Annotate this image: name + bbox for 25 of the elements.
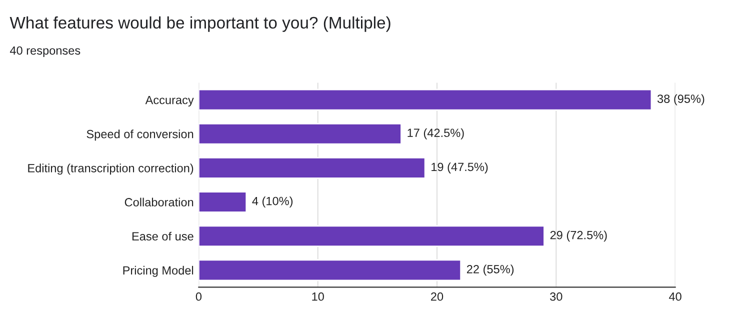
y-tick-label: Accuracy: [145, 96, 194, 107]
y-tick-label: Collaboration: [124, 198, 194, 206]
x-tick-label: 40: [668, 292, 682, 301]
data-label: 4 (10%): [252, 196, 293, 208]
bar: [198, 191, 248, 213]
y-tick-label: Speed of conversion: [86, 130, 194, 141]
bar: [198, 225, 545, 248]
data-label: 22 (55%): [466, 264, 514, 276]
chart-title: What features would be important to you? (Multiple): [10, 16, 390, 32]
text: 40 responses: [10, 46, 80, 58]
data-label: 29 (72.5%): [550, 230, 607, 242]
bar: [198, 157, 426, 179]
x-tick-label: 20: [431, 292, 444, 301]
y-tick-label: Ease of use: [132, 232, 194, 240]
data-label: 19 (47.5%): [432, 162, 488, 174]
x-tick-label: 30: [550, 292, 562, 301]
x-tick-label: 10: [312, 292, 324, 301]
data-label: 17 (42.5%): [408, 128, 464, 140]
x-tick-label: 0: [196, 292, 202, 301]
bar: [198, 259, 462, 282]
bar: [198, 88, 652, 111]
y-tick-label: Editing (transcription correction): [28, 164, 194, 175]
data-label: 38 (95%): [657, 94, 704, 106]
y-tick-label: Pricing Model: [123, 266, 194, 277]
bar: [198, 122, 402, 145]
